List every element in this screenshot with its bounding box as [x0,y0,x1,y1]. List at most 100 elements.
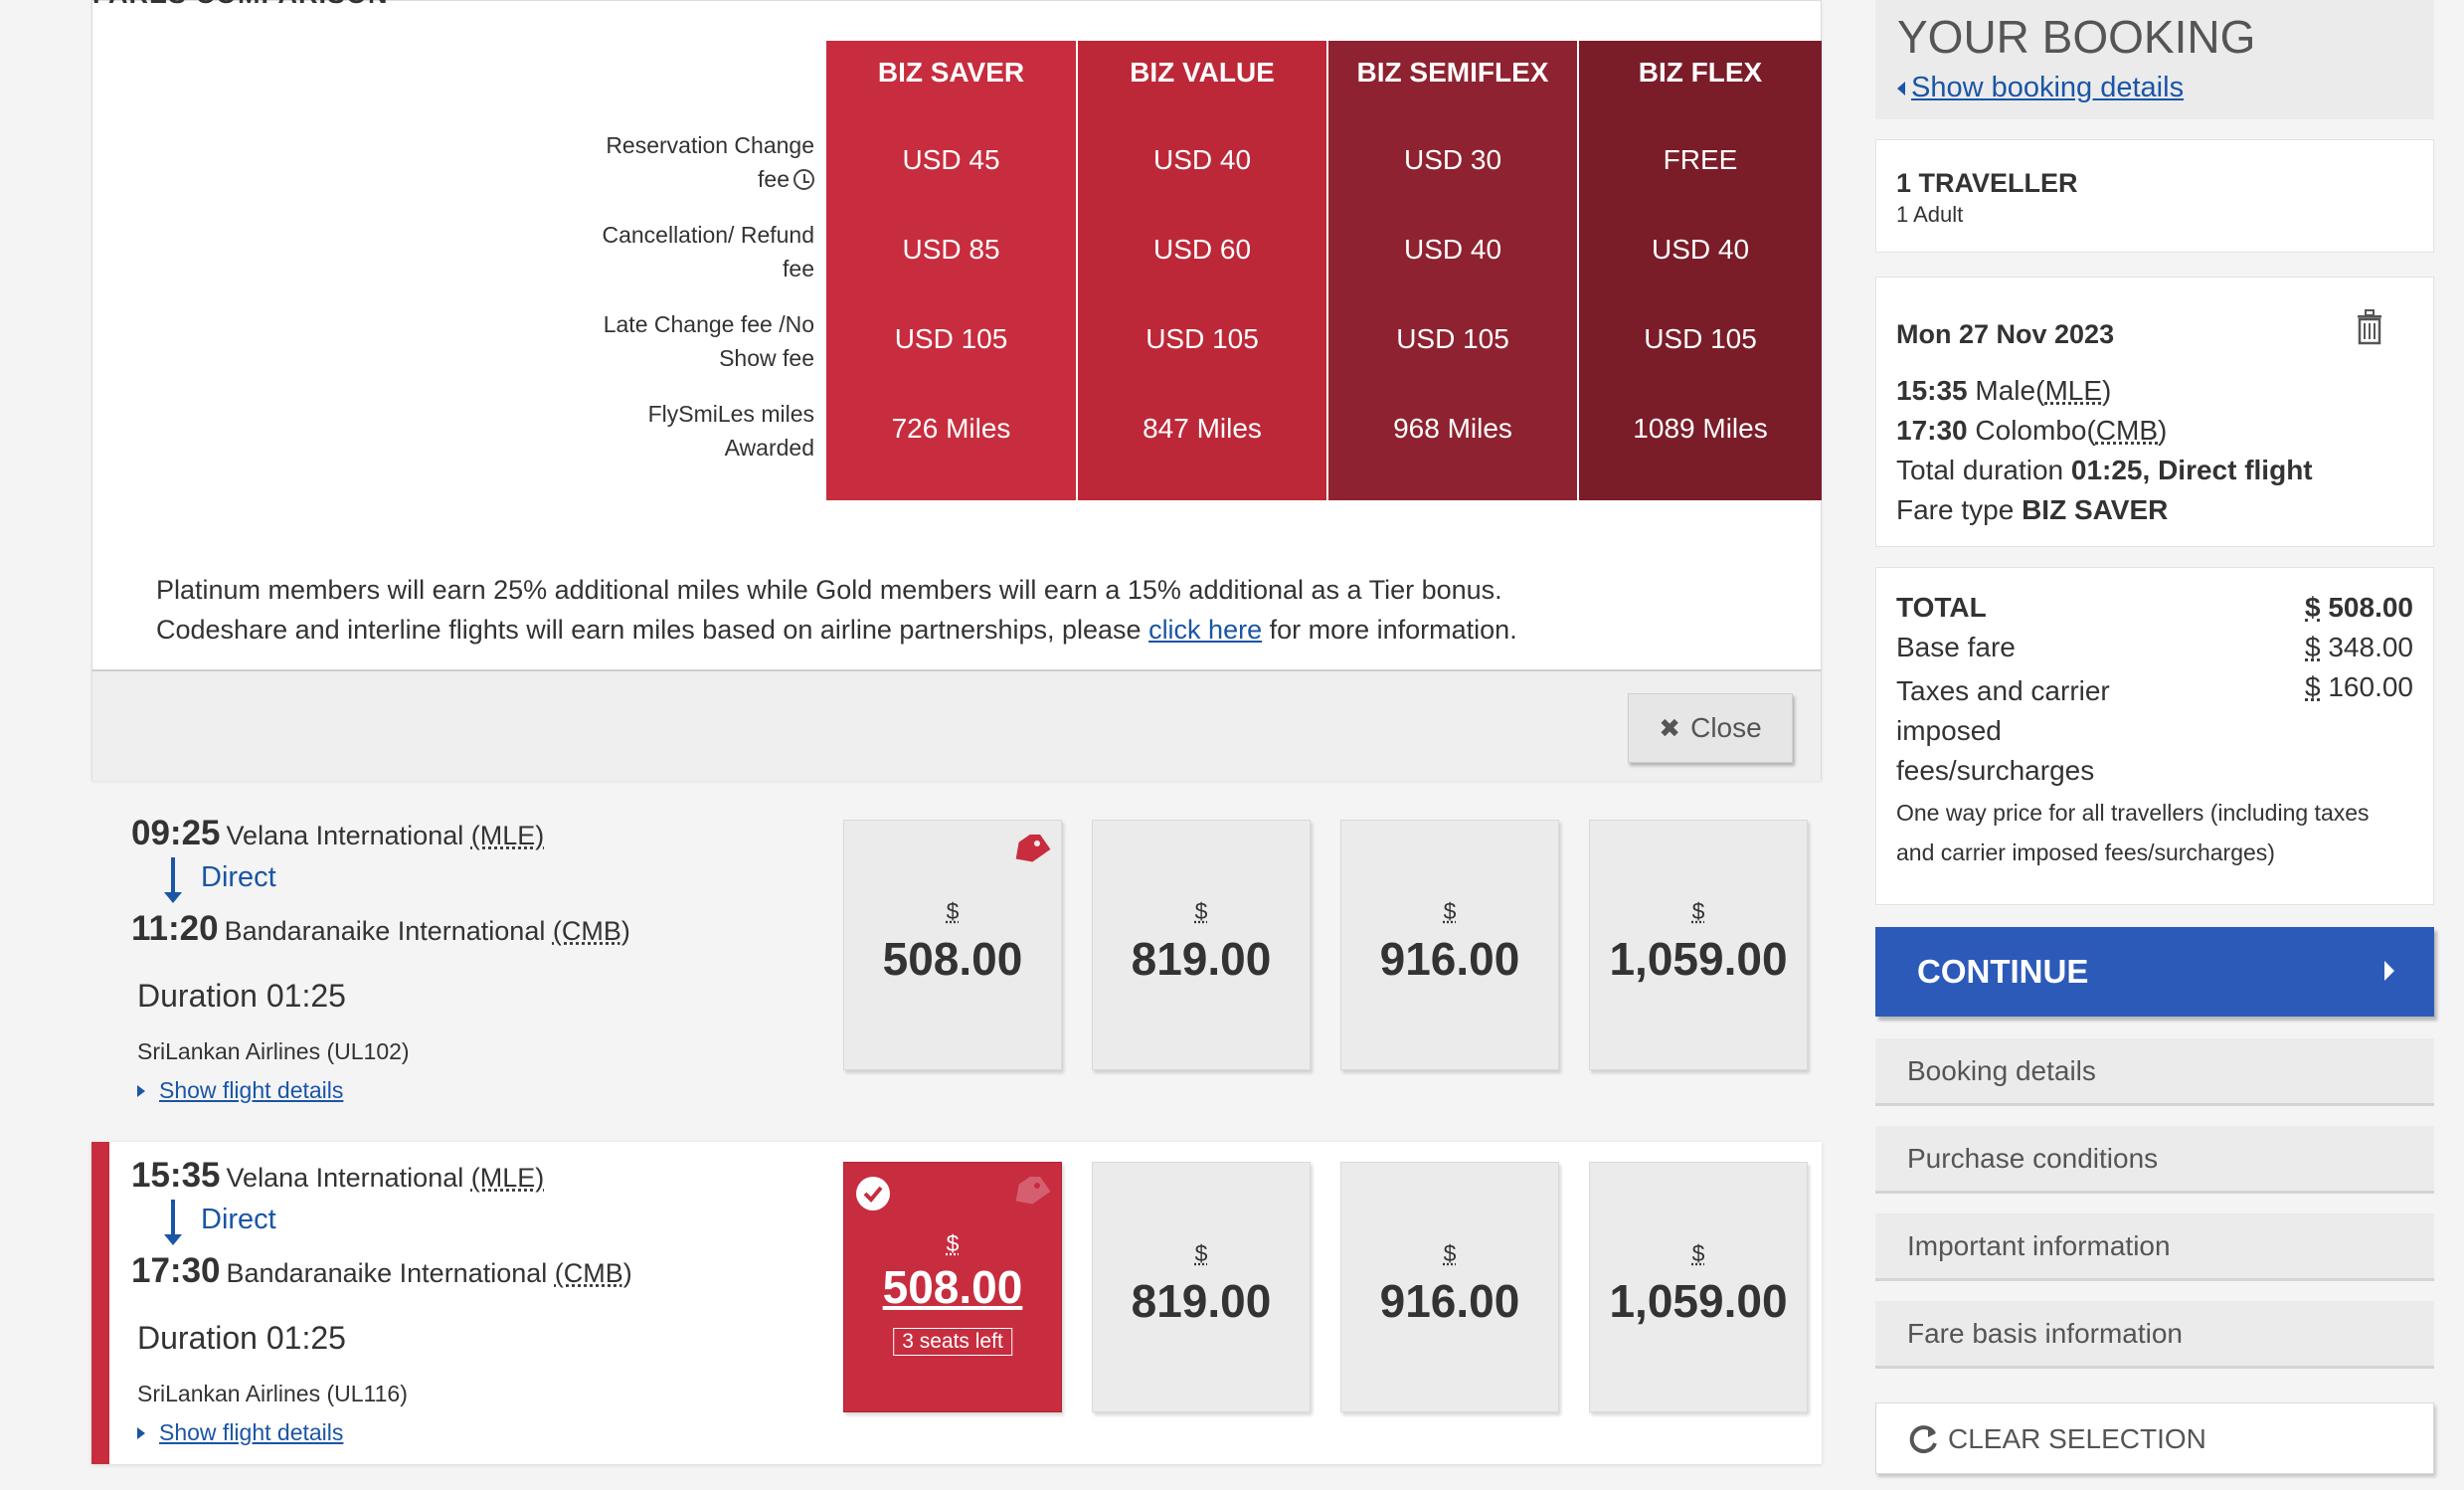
price-option-biz-saver[interactable]: $ 508.00 [843,820,1062,1070]
flight-duration: Duration 01:25 [137,1320,346,1356]
fare-cell: 968 Miles [1393,413,1512,444]
seats-left-badge: 3 seats left [893,1328,1012,1356]
summary-fare-type: Fare type BIZ SAVER [1896,494,2168,526]
continue-button[interactable]: CONTINUE [1875,927,2434,1017]
airline-name: SriLankan Airlines (UL116) [137,1381,408,1406]
flight-row-selected[interactable]: 15:35 Velana International (MLE) Direct 1… [91,1142,1822,1464]
price-amount: 1,059.00 [1609,1275,1788,1327]
fare-type-value: BIZ SAVER [2022,494,2169,525]
clear-selection-button[interactable]: CLEAR SELECTION [1875,1402,2434,1474]
flight-date: Mon 27 Nov 2023 [1896,319,2115,349]
fare-column-biz-flex: BIZ FLEX FREE USD 40 USD 105 1089 Miles [1579,41,1822,500]
arrival-time: 11:20 [131,909,219,948]
show-flight-details-link[interactable]: Show flight details [137,1419,343,1446]
summary-arrival-city: Colombo [1975,415,2087,446]
traveller-card: 1 TRAVELLER 1 Adult [1875,139,2434,253]
fare-type-label: Fare type [1896,494,2015,525]
arrival-code: (CMB) [552,916,630,946]
flight-info: 09:25 Velana International (MLE) Direct 1… [131,810,887,1104]
arrow-down-icon [164,1200,182,1245]
price-option-biz-semiflex[interactable]: $ 916.00 [1340,820,1559,1070]
show-flight-details-label: Show flight details [159,1419,344,1445]
caret-right-icon [137,1426,145,1439]
price-summary-card: TOTAL $ 508.00 Base fare $ 348.00 Taxes … [1875,567,2434,905]
show-booking-details-link[interactable]: Show booking details [1897,72,2184,104]
accordion-purchase-conditions[interactable]: Purchase conditions [1875,1126,2434,1194]
total-row: TOTAL $ 508.00 [1896,592,2413,624]
currency-symbol: $ [1194,1240,1208,1266]
close-button[interactable]: ✖ Close [1628,693,1793,763]
flight-row[interactable]: 09:25 Velana International (MLE) Direct 1… [91,800,1822,1122]
currency-symbol: $ [946,898,960,924]
direct-indicator: Direct [131,857,887,905]
tag-icon [1015,835,1051,862]
accordion-booking-details[interactable]: Booking details [1875,1038,2434,1106]
fare-cell: USD 105 [1145,323,1259,354]
trash-icon[interactable] [2354,307,2385,345]
price-option-biz-value[interactable]: $ 819.00 [1092,820,1311,1070]
base-fare-value: 348.00 [2328,632,2413,662]
fare-cell: USD 40 [1403,234,1502,265]
price-amount: 819.00 [1131,1275,1272,1327]
fare-cell: FREE [1663,144,1738,175]
note-text: Codeshare and interline flights will ear… [156,615,1149,645]
price-option-biz-semiflex[interactable]: $ 916.00 [1340,1162,1559,1412]
caret-right-icon [137,1084,145,1097]
arrival-code: (CMB) [554,1258,632,1288]
airline-name: SriLankan Airlines (UL102) [137,1038,410,1064]
price-note-line: One way price for all travellers (includ… [1896,800,2370,826]
arrival-airport: Bandaranaike International [224,916,546,946]
fare-cell: USD 105 [894,323,1008,354]
taxes-amount: $ 160.00 [2305,671,2413,791]
show-flight-details-link[interactable]: Show flight details [137,1077,343,1104]
currency-symbol: $ [946,1230,960,1256]
flight-info: 15:35 Velana International (MLE) Direct 1… [131,1152,887,1446]
total-currency: $ [2305,592,2321,623]
accordion-label: Fare basis information [1907,1318,2184,1349]
departure-airport: Velana International [226,1163,464,1193]
history-icon[interactable] [793,169,814,190]
note-text: for more information. [1262,615,1517,645]
fare-cell: USD 30 [1403,144,1502,175]
total-amount: $ 508.00 [2305,592,2413,624]
row-label-line: FlySmiLes miles [647,401,814,427]
accordion-label: Important information [1907,1230,2171,1261]
currency-symbol: $ [1691,1240,1705,1266]
clear-selection-label: CLEAR SELECTION [1948,1423,2206,1454]
accordion-important-information[interactable]: Important information [1875,1213,2434,1281]
accordion-fare-basis-information[interactable]: Fare basis information [1875,1301,2434,1369]
summary-departure-city: Male [1975,375,2036,406]
row-label-line: Reservation Change [606,132,814,158]
row-label-cancellation: Cancellation/ Refund fee [526,218,814,285]
price-option-biz-saver-selected[interactable]: $ 508.00 3 seats left [843,1162,1062,1412]
taxes-label: Taxes and carrier imposed fees/surcharge… [1896,671,2110,791]
arrival-line: 17:30 Bandaranaike International (CMB) [131,1247,887,1295]
direct-label: Direct [201,861,276,893]
tag-icon [1015,1177,1051,1205]
price-option-biz-flex[interactable]: $ 1,059.00 [1589,1162,1808,1412]
close-icon: ✖ [1659,712,1681,743]
price-amount: 1,059.00 [1609,933,1788,985]
row-label-line: Cancellation/ Refund [602,222,814,248]
summary-arrival-code: CMB [2095,415,2159,446]
price-option-biz-flex[interactable]: $ 1,059.00 [1589,820,1808,1070]
fare-cell: USD 60 [1152,234,1252,265]
fare-cell: USD 105 [1644,323,1757,354]
flight-duration: Duration 01:25 [137,978,346,1014]
click-here-link[interactable]: click here [1148,615,1263,645]
fare-cell: USD 85 [902,234,1000,265]
total-value: 508.00 [2328,592,2413,623]
show-booking-details-label: Show booking details [1911,72,2185,103]
arrival-airport: Bandaranaike International [226,1258,548,1288]
fare-column-header: BIZ FLEX [1638,57,1763,88]
departure-code: (MLE) [470,821,545,850]
direct-label: Direct [201,1204,276,1235]
base-fare-currency: $ [2305,632,2321,662]
price-option-biz-value[interactable]: $ 819.00 [1092,1162,1311,1412]
fare-cell: USD 105 [1396,323,1509,354]
comparison-title: FARES COMPARISON [92,0,389,10]
flight-summary-card: Mon 27 Nov 2023 15:35 Male(MLE) 17:30 Co… [1875,277,2434,547]
price-amount: 916.00 [1379,1275,1520,1327]
total-label: TOTAL [1896,592,1987,623]
accordion-label: Booking details [1907,1055,2096,1086]
